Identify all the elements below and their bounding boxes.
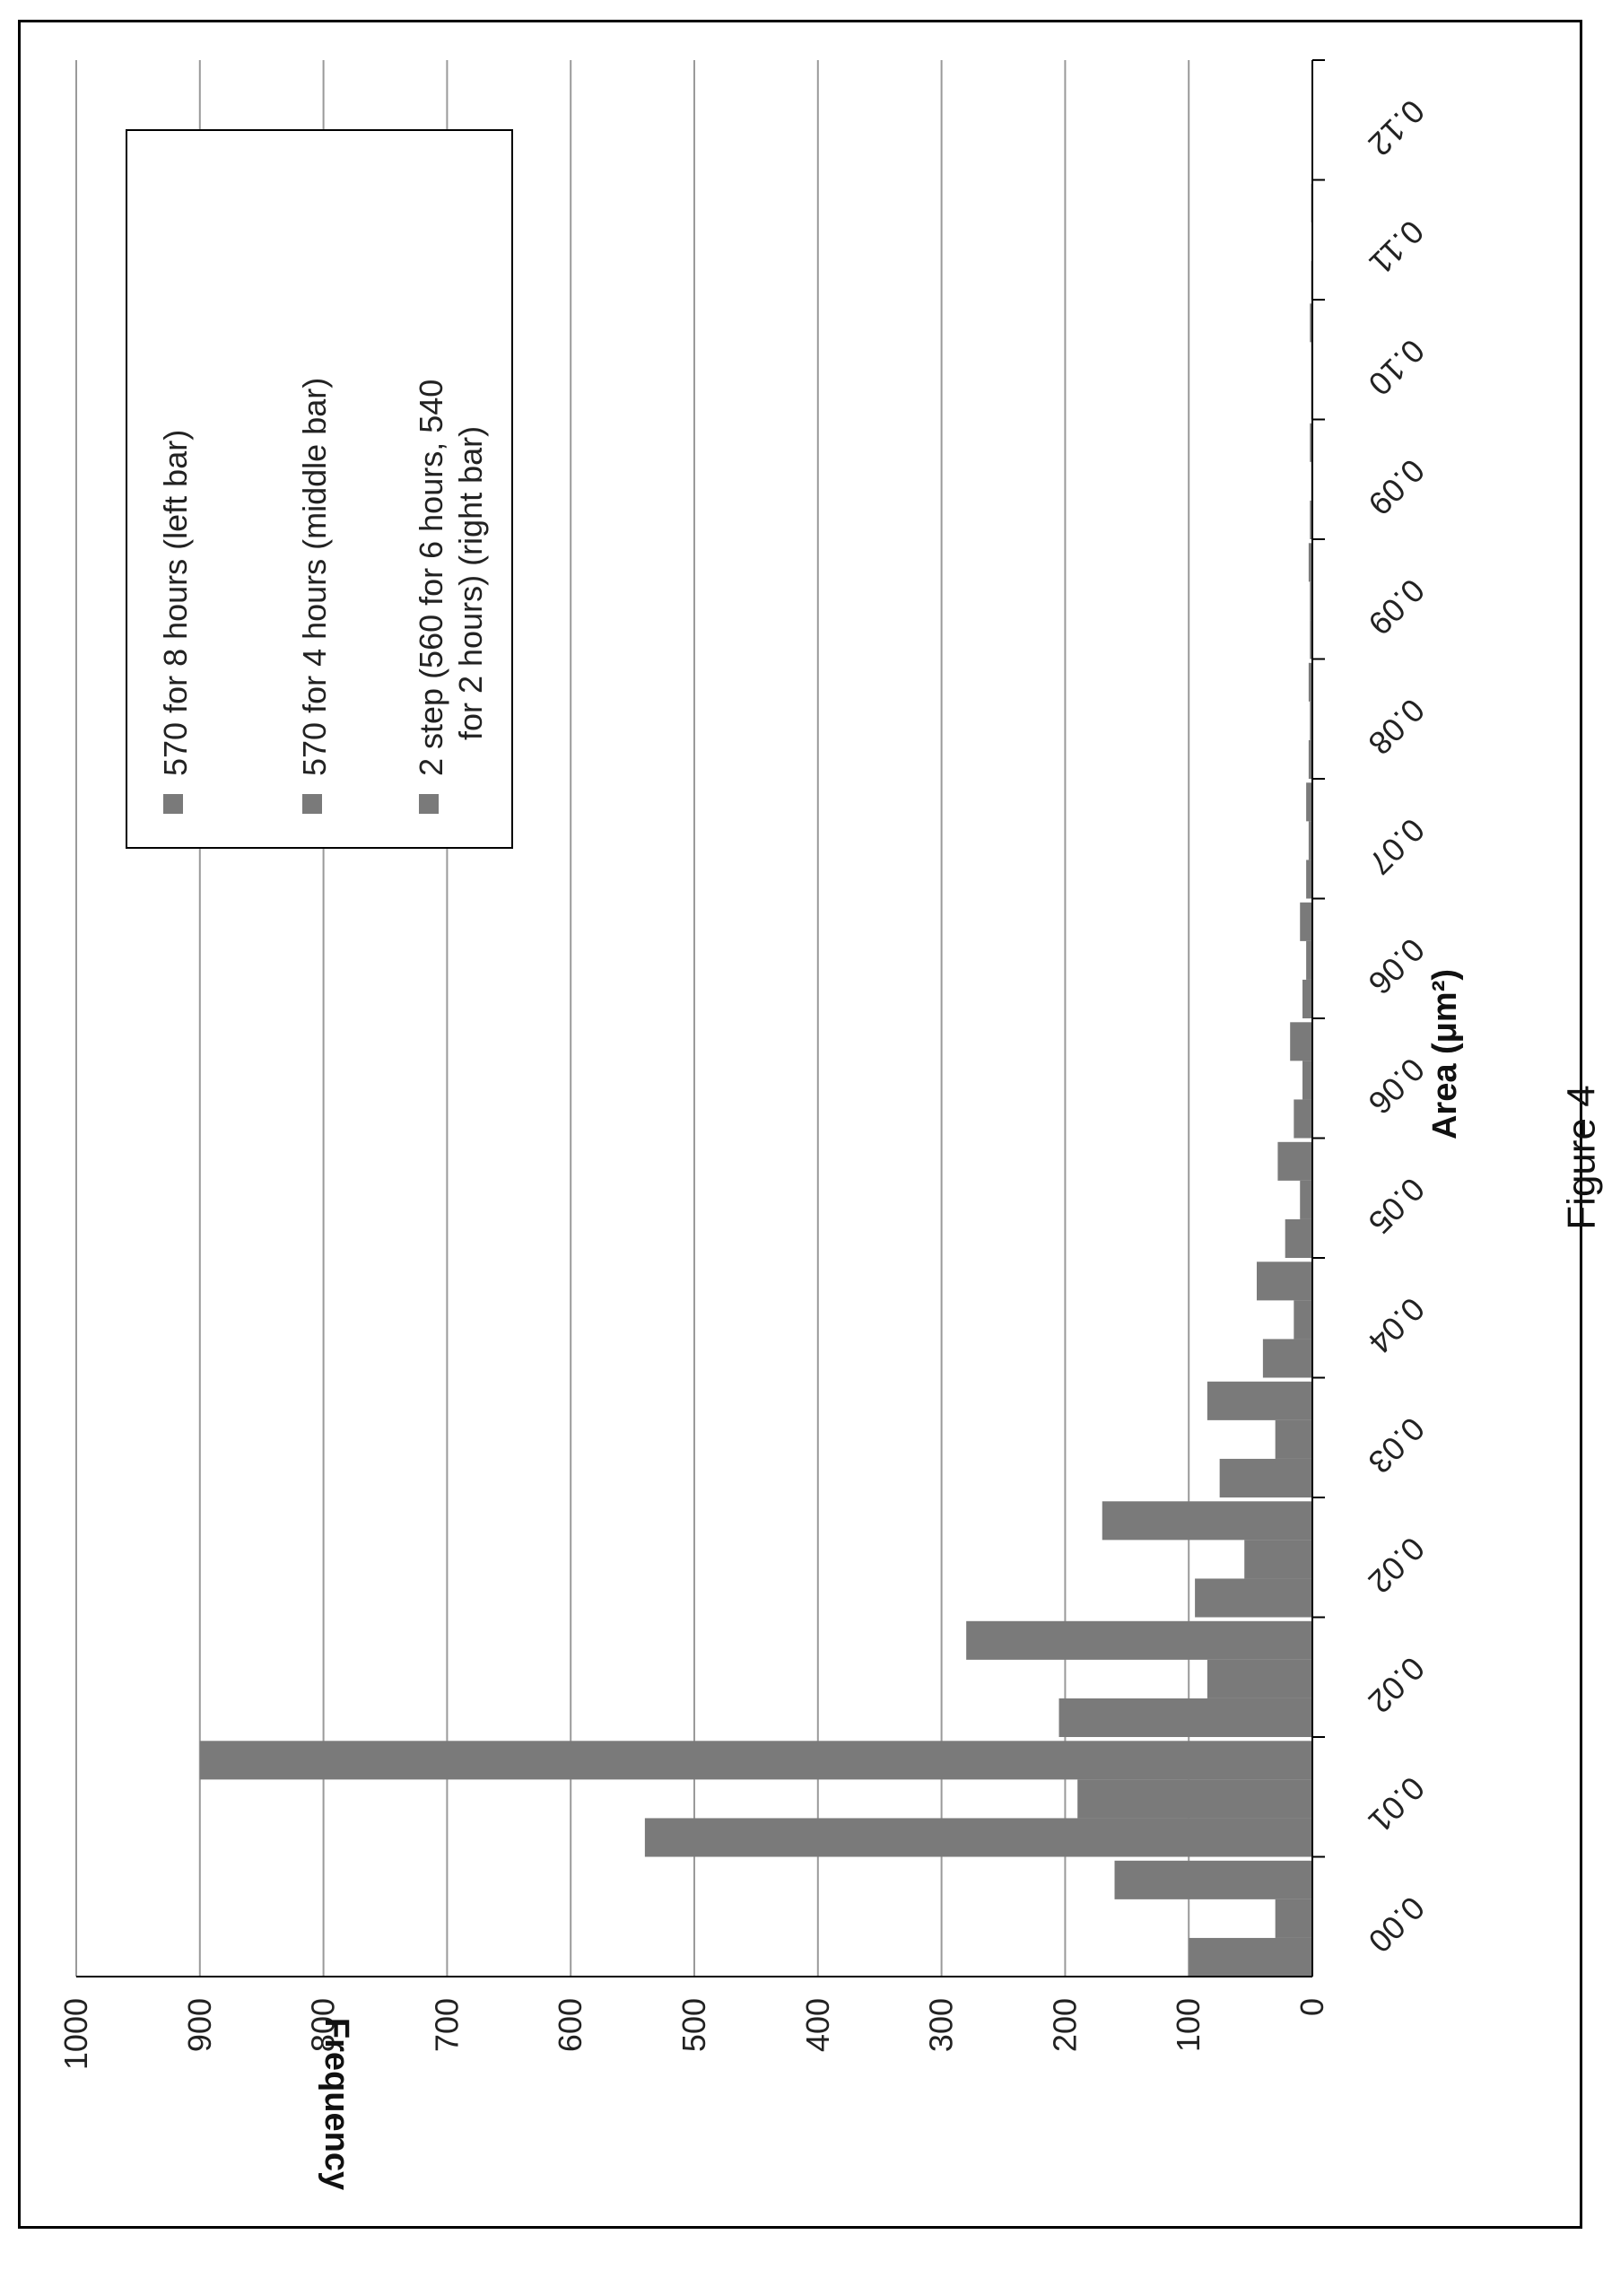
bar (1310, 701, 1312, 740)
bar (966, 1620, 1312, 1660)
legend-swatch (302, 794, 322, 814)
area-tick-label: 0.06 (1362, 1051, 1433, 1122)
figure-frame: 0 100 200 300 400 500 600 700 800 900 1000 0.00 0.0… (18, 20, 1603, 2229)
legend-label: 570 for 4 hours (middle bar) (296, 378, 333, 776)
frequency-tick-label: 900 (181, 1998, 218, 2052)
legend-label: 2 step (560 for 6 hours, 540for 2 hours)… (413, 380, 489, 776)
legend-swatch (163, 794, 183, 814)
bar (1189, 1937, 1312, 1977)
legend-label: 570 for 8 hours (left bar) (157, 430, 194, 776)
bar (1308, 662, 1312, 702)
bar (1275, 1899, 1312, 1938)
area-tick-label: 0.07 (1362, 811, 1433, 882)
frequency-axis-title: Frequency (318, 2018, 355, 2190)
gridlines (75, 60, 1313, 1977)
frequency-tick-label: 700 (428, 1998, 465, 2052)
area-tick-label: 0.05 (1362, 1171, 1433, 1242)
bar (1256, 1261, 1312, 1301)
bar (644, 1818, 1312, 1857)
frequency-tick-label: 1000 (57, 1998, 94, 2070)
bar (1262, 1339, 1312, 1378)
frequency-tick-label: 800 (305, 1998, 342, 2052)
legend-swatch (419, 794, 439, 814)
bar (1114, 1860, 1312, 1899)
bar (1310, 303, 1312, 343)
bar (1207, 1659, 1312, 1698)
area-tick-label: 0.02 (1362, 1650, 1433, 1721)
bar (1302, 1061, 1312, 1100)
bar (1310, 620, 1312, 659)
bar (1059, 1698, 1312, 1737)
bars (199, 183, 1312, 1977)
frequency-tick-labels: 0 100 200 300 400 500 600 700 800 900 1000 (57, 1998, 1330, 2070)
bar (1310, 423, 1312, 462)
bar (1310, 581, 1312, 621)
area-tick-label: 0.09 (1362, 572, 1433, 642)
area-tick-label: 0.06 (1362, 931, 1433, 1002)
bar (1290, 1022, 1312, 1061)
area-tick-label: 0.11 (1363, 214, 1432, 283)
area-tick-label: 0.04 (1362, 1290, 1433, 1361)
figure-caption: Figure 4 (1559, 1085, 1603, 1230)
bar (1310, 500, 1312, 539)
frequency-tick-label: 0 (1294, 1998, 1330, 2016)
bar (1102, 1501, 1312, 1541)
area-tick-label: 0.10 (1362, 332, 1433, 403)
bar (1294, 1300, 1312, 1340)
bar (1277, 1141, 1312, 1181)
bar (1308, 543, 1312, 582)
frequency-tick-label: 500 (675, 1998, 712, 2052)
axes (76, 59, 1325, 1977)
bar (1302, 979, 1312, 1018)
bar (1306, 782, 1312, 822)
frequency-tick-label: 400 (799, 1998, 836, 2052)
frequency-tick-label: 600 (552, 1998, 588, 2052)
legend-box (126, 129, 513, 849)
area-axis-title: Area (μm²) (1426, 969, 1464, 1139)
area-tick-label: 0.08 (1362, 692, 1433, 763)
bar (1300, 1180, 1312, 1219)
bar (1308, 739, 1312, 779)
bar (1275, 1419, 1312, 1459)
bar (1207, 1381, 1312, 1420)
bar (1306, 860, 1312, 899)
frequency-tick-label: 300 (923, 1998, 960, 2052)
area-tick-labels: 0.00 0.01 0.02 0.02 0.03 0.04 0.05 0.06 0.06 0.07… (1362, 92, 1433, 1960)
bar (1294, 1099, 1312, 1139)
legend-items: 570 for 8 hours (left bar) 570 for 4 hour… (157, 378, 489, 814)
area-tick-label: 0.09 (1362, 452, 1433, 523)
bar (199, 1741, 1312, 1780)
bar (1308, 821, 1312, 860)
area-tick-label: 0.02 (1362, 1530, 1433, 1601)
area-tick-label: 0.03 (1362, 1410, 1433, 1481)
area-tick-label: 0.01 (1362, 1769, 1433, 1840)
bar (1244, 1540, 1312, 1579)
area-tick-label: 0.12 (1362, 92, 1433, 163)
bar (1219, 1458, 1312, 1497)
bar (1300, 902, 1312, 941)
bar (1077, 1779, 1312, 1819)
bar (1306, 940, 1312, 980)
legend: 570 for 8 hours (left bar) 570 for 4 hour… (126, 129, 513, 849)
area-tick-label: 0.00 (1362, 1890, 1433, 1960)
bar (1195, 1578, 1312, 1618)
frequency-tick-label: 100 (1170, 1998, 1207, 2052)
bar (1285, 1218, 1312, 1258)
frequency-tick-label: 200 (1046, 1998, 1083, 2052)
